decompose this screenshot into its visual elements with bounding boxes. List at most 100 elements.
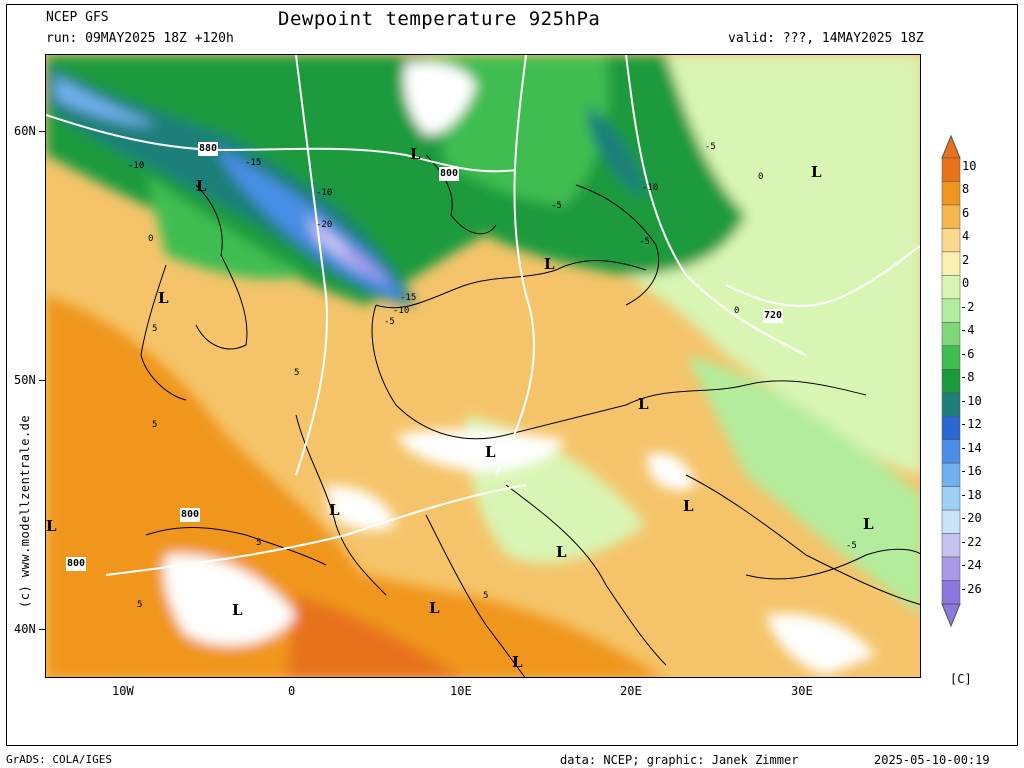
lon-label-20e: 20E (620, 684, 642, 698)
run-label: run: 09MAY2025 18Z +120h (46, 31, 234, 46)
colorbar-swatch (941, 509, 961, 534)
dewpoint-label: 0 (148, 234, 154, 244)
dewpoint-label: -5 (639, 237, 650, 247)
colorbar-label: -24 (960, 558, 982, 573)
dewpoint-label: 5 (152, 420, 158, 430)
colorbar-swatch (941, 439, 961, 464)
isobar-label: 800 (66, 557, 87, 571)
dewpoint-label: 0 (734, 306, 740, 316)
lat-label-50n: 50N (14, 373, 36, 387)
colorbar-label: -22 (960, 534, 982, 549)
colorbar-label: -12 (960, 417, 982, 432)
colorbar-swatch (941, 157, 961, 182)
low-marker: L (512, 653, 523, 671)
low-marker: L (196, 177, 207, 195)
colorbar-swatch (941, 486, 961, 511)
colorbar-label: -6 (960, 346, 975, 361)
colorbar-swatch (941, 322, 961, 347)
colorbar-label: -16 (960, 464, 982, 479)
colorbar-label: 4 (962, 229, 970, 244)
colorbar-label: 8 (962, 182, 970, 197)
low-marker: L (429, 599, 440, 617)
colorbar-swatch (941, 298, 961, 323)
dewpoint-label: -10 (316, 188, 333, 198)
colorbar-label: -14 (960, 440, 982, 455)
colorbar-label: -8 (960, 370, 975, 385)
colorbar-label: -20 (960, 511, 982, 526)
dewpoint-label: 0 (758, 172, 764, 182)
dewpoint-label: 5 (294, 368, 300, 378)
footer-credit: data: NCEP; graphic: Janek Zimmer (560, 753, 799, 767)
isobar-label: 800 (180, 508, 201, 522)
colorbar-top-arrow (941, 134, 961, 159)
dewpoint-label: -10 (642, 183, 659, 193)
model-label: NCEP GFS (46, 10, 109, 25)
lon-label-0: 0 (288, 684, 296, 698)
lon-label-10e: 10E (450, 684, 472, 698)
colorbar-swatch (941, 204, 961, 229)
dewpoint-label: -10 (128, 161, 145, 171)
low-marker: L (544, 255, 555, 273)
colorbar-swatch (941, 181, 961, 206)
colorbar-swatch (941, 345, 961, 370)
colorbar-label: -18 (960, 487, 982, 502)
dewpoint-label: -5 (384, 317, 395, 327)
colorbar-bottom-arrow (941, 603, 961, 628)
low-marker: L (485, 443, 496, 461)
colorbar-swatch (941, 415, 961, 440)
colorbar-swatch (941, 580, 961, 605)
colorbar-swatch (941, 369, 961, 393)
dewpoint-label: 5 (137, 600, 143, 610)
colorbar-swatch (941, 556, 961, 581)
low-marker: L (158, 289, 169, 307)
dewpoint-label: 5 (483, 591, 489, 601)
map-title: Dewpoint temperature 925hPa (278, 8, 601, 30)
low-marker: L (683, 497, 694, 515)
low-marker: L (46, 517, 57, 535)
colorbar-label: -2 (960, 299, 975, 314)
dewpoint-field (46, 55, 920, 677)
dewpoint-label: -5 (551, 201, 562, 211)
colorbar (941, 134, 961, 628)
colorbar-swatch (941, 228, 961, 253)
low-marker: L (811, 163, 822, 181)
isobar-label: 880 (198, 142, 219, 156)
dewpoint-label: -15 (400, 293, 417, 303)
lat-tick (39, 380, 45, 381)
valid-label: valid: ???, 14MAY2025 18Z (728, 31, 924, 46)
lat-tick (39, 131, 45, 132)
low-marker: L (638, 395, 649, 413)
colorbar-label: 2 (962, 252, 970, 267)
colorbar-label: -4 (960, 323, 975, 338)
low-marker: L (863, 515, 874, 533)
dewpoint-label: 5 (152, 324, 158, 334)
plot-frame (6, 4, 1018, 746)
colorbar-swatch (941, 251, 961, 276)
footer-timestamp: 2025-05-10-00:19 (874, 753, 990, 767)
low-marker: L (556, 543, 567, 561)
colorbar-swatch (941, 392, 961, 417)
colorbar-label: -26 (960, 581, 982, 596)
isobar-label: 720 (763, 309, 784, 323)
isobars (46, 55, 920, 576)
colorbar-label: 0 (962, 276, 970, 291)
dewpoint-label: -20 (316, 220, 333, 230)
colorbar-label: -10 (960, 393, 982, 408)
footer-software: GrADS: COLA/IGES (6, 753, 112, 766)
colorbar-swatch (941, 462, 961, 487)
low-marker: L (410, 145, 421, 163)
lon-label-10w: 10W (112, 684, 134, 698)
dewpoint-label: -5 (846, 541, 857, 551)
colorbar-unit: [C] (950, 672, 972, 686)
lat-label-60n: 60N (14, 124, 36, 138)
dewpoint-label: -15 (245, 158, 262, 168)
lon-label-30e: 30E (791, 684, 813, 698)
map-canvas (46, 55, 920, 677)
dewpoint-map[interactable]: L L L L L L L L L L L L L L L 880 800 72… (45, 54, 921, 678)
lat-tick (39, 629, 45, 630)
dewpoint-label: -5 (705, 142, 716, 152)
colorbar-label: 6 (962, 205, 970, 220)
colorbar-label: 10 (962, 159, 977, 173)
dewpoint-label: 5 (256, 538, 262, 548)
dewpoint-label: -10 (393, 306, 410, 316)
